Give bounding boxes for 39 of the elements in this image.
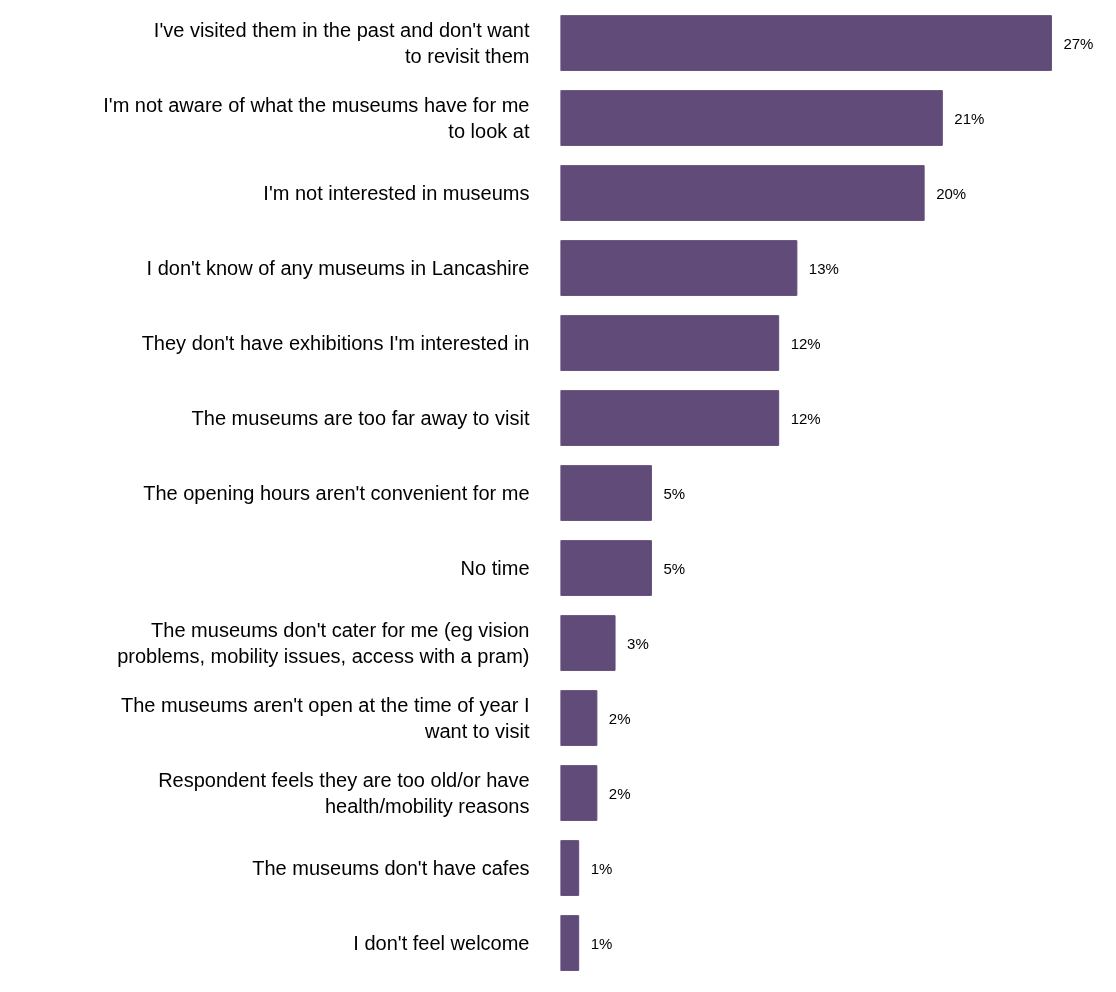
data-label: 5%	[663, 484, 686, 502]
bar	[560, 915, 580, 971]
data-label: 12%	[790, 334, 821, 352]
bar	[560, 240, 798, 296]
y-tick-label: The museums don't have cafes	[252, 857, 530, 879]
bar	[560, 390, 780, 446]
y-tick-label: I'm not interested in museums	[263, 182, 530, 204]
bar	[560, 615, 616, 671]
data-label: 2%	[608, 784, 631, 802]
data-label: 12%	[790, 409, 821, 427]
bar	[560, 690, 598, 746]
bar	[560, 840, 580, 896]
y-tick-label: The museums don't cater for me (eg vision problems, mobility issues, access with a pram)	[117, 618, 530, 668]
y-tick-label: I don't know of any museums in Lancashire	[146, 257, 530, 279]
data-label: 5%	[663, 559, 686, 577]
y-tick-label: Respondent feels they are too old/or have health/mobility reasons	[158, 768, 530, 818]
data-label: 1%	[590, 859, 613, 877]
y-tick-label: No time	[460, 557, 530, 579]
y-tick-label: I don't feel welcome	[353, 932, 530, 954]
bar	[560, 540, 652, 596]
data-label: 2%	[608, 709, 631, 727]
data-label: 20%	[936, 184, 967, 202]
bar	[560, 465, 652, 521]
bar	[560, 15, 1052, 71]
data-label: 21%	[954, 109, 985, 127]
bar	[560, 765, 598, 821]
bar	[560, 315, 780, 371]
bar	[560, 165, 925, 221]
data-label: 27%	[1063, 34, 1094, 52]
y-tick-label: They don't have exhibitions I'm interested in	[141, 332, 530, 354]
data-label: 3%	[627, 634, 649, 652]
y-tick-label: The opening hours aren't convenient for me	[143, 482, 530, 504]
data-label: 1%	[590, 934, 613, 952]
y-tick-label: The museums are too far away to visit	[191, 407, 530, 429]
y-tick-label: The museums aren't open at the time of year I want to visit	[121, 693, 530, 743]
data-label: 13%	[808, 259, 839, 277]
bar	[560, 90, 943, 146]
y-tick-label: I've visited them in the past and don't want to revisit them	[153, 18, 530, 68]
y-tick-label: I'm not aware of what the museums have for me to look at	[103, 93, 530, 143]
